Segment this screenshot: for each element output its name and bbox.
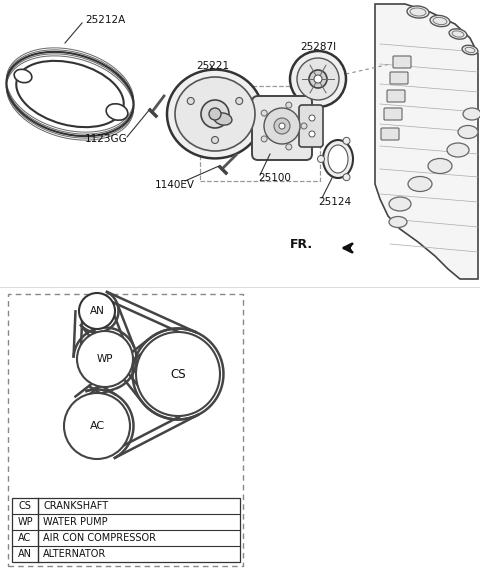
Ellipse shape	[323, 140, 353, 178]
FancyBboxPatch shape	[393, 56, 411, 68]
FancyBboxPatch shape	[8, 294, 243, 566]
Ellipse shape	[430, 15, 450, 26]
FancyBboxPatch shape	[299, 105, 323, 147]
Text: 25287I: 25287I	[300, 42, 336, 52]
Circle shape	[286, 102, 292, 108]
FancyBboxPatch shape	[384, 108, 402, 120]
Circle shape	[343, 137, 350, 144]
Circle shape	[79, 293, 115, 329]
Text: AN: AN	[18, 549, 32, 559]
Circle shape	[286, 144, 292, 150]
Text: WP: WP	[97, 354, 113, 364]
FancyBboxPatch shape	[387, 90, 405, 102]
Text: CS: CS	[170, 367, 186, 381]
Text: 25100: 25100	[258, 173, 291, 183]
Circle shape	[309, 70, 327, 88]
Text: ALTERNATOR: ALTERNATOR	[43, 549, 106, 559]
Polygon shape	[375, 4, 478, 279]
Circle shape	[309, 115, 315, 121]
Ellipse shape	[408, 176, 432, 192]
Circle shape	[64, 393, 130, 459]
Text: AC: AC	[89, 421, 105, 431]
Text: 1123GG: 1123GG	[85, 134, 128, 144]
Circle shape	[301, 123, 307, 129]
Ellipse shape	[389, 216, 407, 227]
Ellipse shape	[433, 17, 447, 25]
Circle shape	[297, 58, 339, 100]
Circle shape	[212, 137, 218, 144]
Circle shape	[317, 156, 324, 162]
Ellipse shape	[447, 143, 469, 157]
Text: AC: AC	[18, 533, 32, 543]
Circle shape	[77, 331, 133, 387]
Circle shape	[261, 136, 267, 142]
Circle shape	[209, 108, 221, 120]
Ellipse shape	[407, 6, 429, 18]
Circle shape	[274, 118, 290, 134]
Ellipse shape	[458, 126, 478, 138]
Ellipse shape	[167, 69, 263, 158]
Circle shape	[314, 75, 322, 83]
Text: CS: CS	[19, 501, 31, 511]
Text: FR.: FR.	[290, 238, 313, 250]
Ellipse shape	[14, 69, 32, 83]
Circle shape	[343, 174, 350, 181]
FancyBboxPatch shape	[390, 72, 408, 84]
Ellipse shape	[449, 29, 467, 39]
Ellipse shape	[428, 158, 452, 173]
Text: AIR CON COMPRESSOR: AIR CON COMPRESSOR	[43, 533, 156, 543]
Circle shape	[261, 110, 267, 116]
Ellipse shape	[462, 45, 478, 55]
Text: WP: WP	[17, 517, 33, 527]
Ellipse shape	[328, 145, 348, 173]
Ellipse shape	[106, 104, 128, 120]
Circle shape	[236, 98, 243, 104]
Ellipse shape	[463, 108, 480, 120]
Ellipse shape	[410, 8, 426, 16]
Circle shape	[264, 108, 300, 144]
Ellipse shape	[16, 61, 124, 127]
Ellipse shape	[389, 197, 411, 211]
Text: 25221: 25221	[196, 61, 229, 71]
FancyBboxPatch shape	[252, 96, 312, 160]
FancyBboxPatch shape	[381, 128, 399, 140]
Circle shape	[279, 123, 285, 129]
Text: 1140EV: 1140EV	[155, 180, 195, 190]
Text: 25212A: 25212A	[85, 15, 125, 25]
Ellipse shape	[175, 77, 255, 151]
Text: 25124: 25124	[318, 197, 351, 207]
Circle shape	[201, 100, 229, 128]
Ellipse shape	[214, 113, 232, 125]
Ellipse shape	[452, 31, 464, 37]
Circle shape	[290, 51, 346, 107]
Ellipse shape	[465, 47, 475, 53]
Circle shape	[309, 131, 315, 137]
Text: CRANKSHAFT: CRANKSHAFT	[43, 501, 108, 511]
Text: WATER PUMP: WATER PUMP	[43, 517, 108, 527]
FancyBboxPatch shape	[12, 498, 240, 562]
Circle shape	[136, 332, 220, 416]
Circle shape	[187, 98, 194, 104]
Text: AN: AN	[90, 306, 105, 316]
